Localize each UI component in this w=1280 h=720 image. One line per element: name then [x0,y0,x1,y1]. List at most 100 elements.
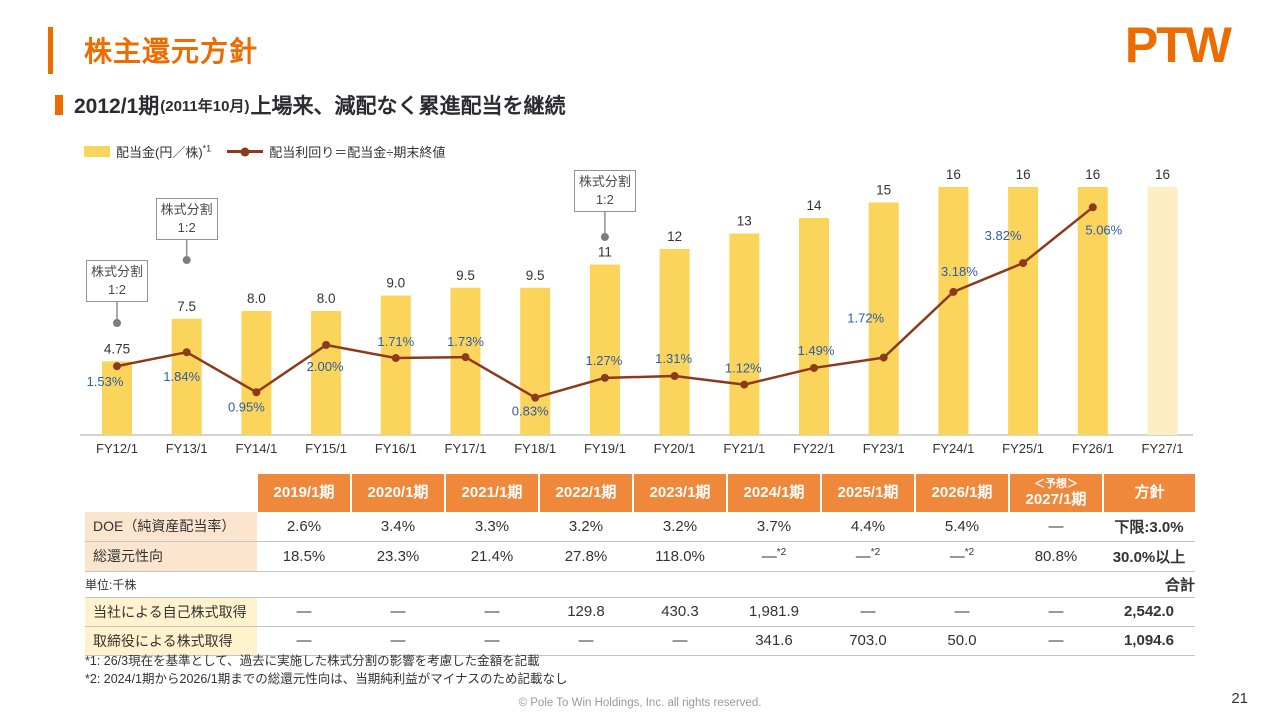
spacer-cell [257,571,1103,598]
dividend-bar [868,202,899,435]
table-value-cell: — [915,597,1009,627]
table-value-cell: — [539,626,633,656]
subtitle: 2012/1期 (2011年10月) 上場来、減配なく累進配当を継続 [55,90,565,120]
stock-split-annotation: 株式分割 1:2 [573,170,636,212]
table-value-cell: — [445,597,539,627]
yield-marker [600,373,609,382]
table-row: 取締役による株式取得 — — — — —341.6 703.0 50.0—1,094.6 [85,626,1195,656]
dividend-bar [311,311,342,435]
table-value-cell: 430.3 [633,597,727,627]
table-value-cell: 5.4% [915,511,1009,542]
table-value-cell: 3.4% [351,511,445,542]
table-row: 総還元性向 18.5% 23.3% 21.4% 27.8% 118.0% —*2 —*2 —*2… [85,541,1195,572]
bar-value-label: 11 [598,245,612,260]
table-value-cell: 23.3% [351,541,445,572]
yield-value-label: 1.53% [87,374,124,389]
yield-marker [1088,203,1097,212]
unit-note: 単位:千株 [85,571,257,598]
table-value-cell: — [445,626,539,656]
bar-value-label: 9.5 [456,268,475,283]
table-header-cell: 2025/1期 [820,474,915,512]
table-value-cell: 703.0 [821,626,915,656]
dividend-bar [171,318,202,435]
table-row: DOE（純資産配当率） 2.6% 3.4% 3.3% 3.2% 3.2% 3.7% 4.4% 5… [85,511,1195,542]
bar-value-label: 16 [1155,167,1170,182]
yield-value-label: 1.12% [725,361,762,376]
subtitle-bullet [55,95,63,115]
stock-split-annotation: 株式分割 1:2 [86,260,148,302]
page-number: 21 [1231,690,1248,707]
table-header-cell: 2021/1期 [444,474,539,512]
dividend-bar [589,264,620,435]
x-axis-label: FY25/1 [1002,441,1044,456]
policy-cell: 2,542.0 [1103,597,1195,627]
yield-marker [322,341,331,349]
stock-split-annotation: 株式分割 1:2 [155,198,218,240]
table-value-cell: 4.4% [821,511,915,542]
dividend-bar [799,218,829,435]
yield-value-label: 0.95% [228,399,265,414]
dividend-bar [102,361,132,435]
bar-value-label: 14 [806,198,822,213]
table-value-cell: —*2 [821,541,915,572]
shareholder-return-table: 2019/1期 2020/1期 2021/1期 2022/1期 2023/1期 2024/… [85,474,1195,656]
total-label: 合計 [1103,571,1195,598]
yield-value-label: 3.82% [985,228,1022,243]
annotation-dot [113,319,121,327]
table-value-cell: — [351,626,445,656]
table-value-cell: 27.8% [539,541,633,572]
table-value-cell: 341.6 [727,626,821,656]
policy-cell: 30.0%以上 [1103,541,1195,572]
subtitle-paren: (2011年10月) [160,97,250,115]
x-axis-label: FY22/1 [793,441,835,456]
table-value-cell: 129.8 [539,597,633,627]
bar-value-label: 16 [1085,167,1100,182]
bar-value-label: 13 [737,214,752,229]
dividend-chart: 4.75 7.5 8.0 8.0 9.0 9.5 9.5 11 12 13 14 15 16 16 16 16… [80,165,1195,465]
dividend-bar [1147,187,1178,435]
bar-value-label: 15 [876,183,891,198]
table-header-cell: 2019/1期 [256,474,351,512]
table-header-cell: 2024/1期 [726,474,821,512]
x-axis-label: FY20/1 [654,441,696,456]
yield-marker [113,362,121,371]
table-value-cell: — [351,597,445,627]
subtitle-period: 2012/1期 [74,95,160,118]
footnote-2: *2: 2024/1期から2026/1期までの総還元性向は、当期純利益がマイナス… [85,672,568,687]
subtitle-text: 上場来、減配なく累進配当を継続 [250,95,566,118]
yield-marker [252,388,261,397]
bar-value-label: 16 [1016,167,1031,182]
x-axis-label: FY27/1 [1142,441,1184,456]
yield-value-label: 1.49% [798,343,835,358]
yield-value-label: 1.27% [585,353,622,368]
table-value-cell: 80.8% [1009,541,1103,572]
table-value-cell: 3.3% [445,511,539,542]
row-label: 当社による自己株式取得 [85,597,257,627]
policy-cell: 1,094.6 [1103,626,1195,656]
table-header-cell: 2026/1期 [914,474,1009,512]
summary-table-wrap: 2019/1期 2020/1期 2021/1期 2022/1期 2023/1期 2024/… [85,474,1195,656]
x-axis-label: FY16/1 [375,441,417,456]
yield-value-label: 0.83% [512,404,549,419]
dividend-bar [380,295,411,435]
footnote-1: *1: 26/3現在を基準として、過去に実施した株式分割の影響を考慮した金額を記… [85,654,540,668]
dividend-bar [729,233,760,435]
bar-legend-label: 配当金(円／株)*1 [116,143,212,160]
dividend-bar [241,311,272,435]
table-value-cell: — [821,597,915,627]
x-axis-label: FY13/1 [166,441,208,456]
x-axis-label: FY21/1 [723,441,765,456]
table-value-cell: 21.4% [445,541,539,572]
table-value-cell: 2.6% [257,511,351,542]
x-axis-label: FY19/1 [584,441,626,456]
bar-value-label: 8.0 [247,291,266,306]
table-value-cell: —*2 [727,541,821,572]
yield-marker [1019,259,1028,268]
x-axis-label: FY18/1 [514,441,556,456]
yield-marker [391,354,400,363]
yield-value-label: 1.73% [447,334,484,349]
table-value-cell: — [1009,626,1103,656]
yield-marker [740,380,749,389]
line-legend-swatch [227,147,264,156]
